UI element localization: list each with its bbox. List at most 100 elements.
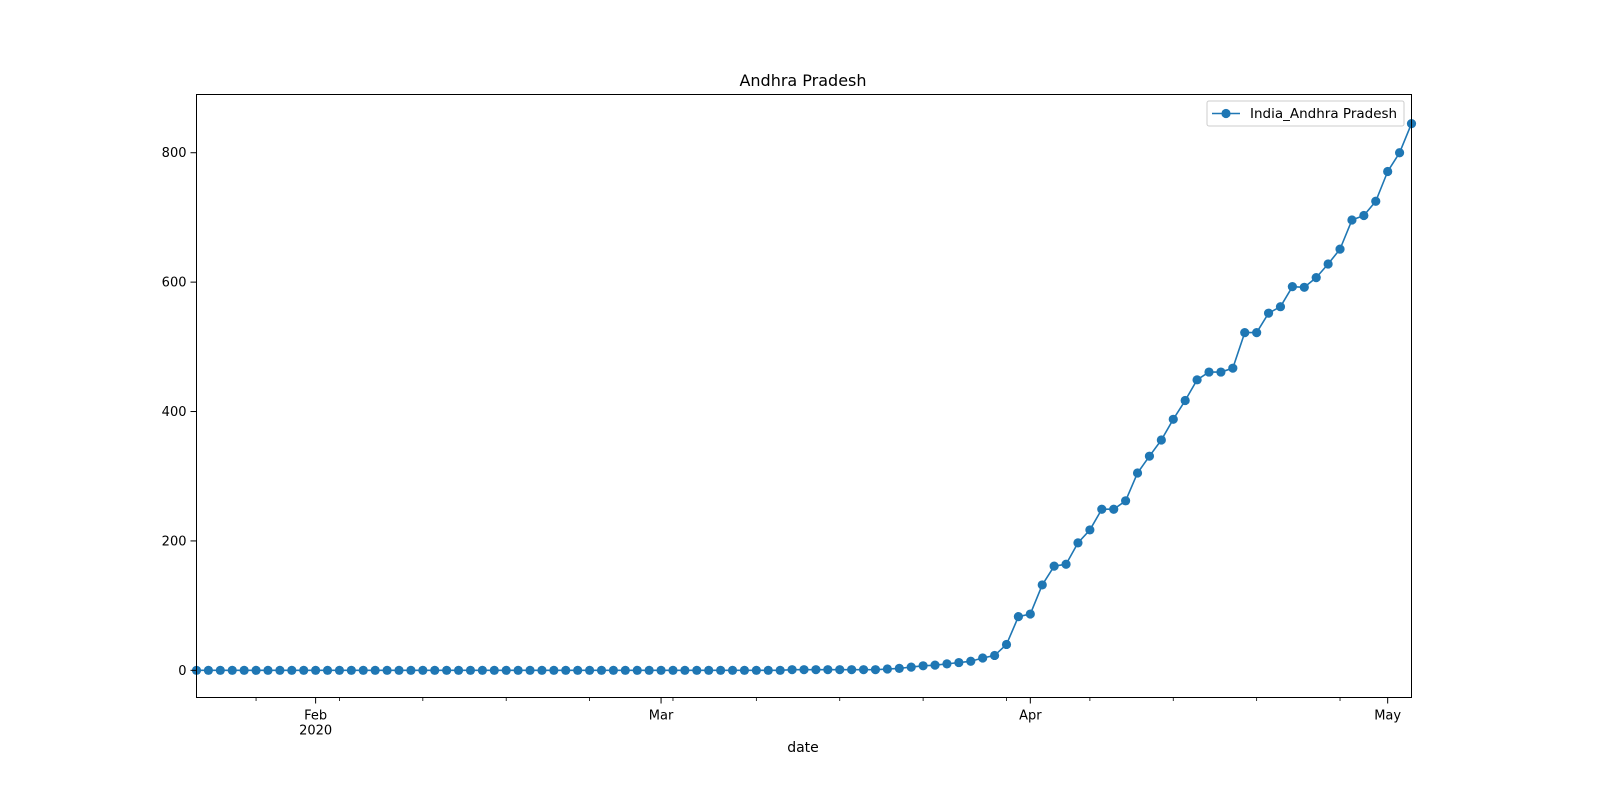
data-point bbox=[203, 665, 214, 675]
data-point bbox=[418, 665, 428, 675]
legend-marker-sample bbox=[1221, 108, 1231, 119]
data-point bbox=[799, 665, 809, 675]
data-point bbox=[370, 665, 380, 675]
data-point bbox=[692, 665, 702, 675]
data-point bbox=[954, 657, 964, 668]
data-point bbox=[775, 665, 785, 675]
data-point bbox=[1216, 367, 1226, 377]
data-point bbox=[1323, 259, 1333, 269]
data-point bbox=[1347, 215, 1357, 225]
data-point bbox=[549, 665, 559, 675]
plot-area bbox=[191, 119, 1417, 675]
data-point bbox=[656, 665, 666, 675]
data-point bbox=[835, 665, 845, 675]
data-point bbox=[870, 665, 881, 675]
data-point bbox=[537, 665, 547, 675]
data-point bbox=[406, 665, 416, 675]
x-tick-label: Feb bbox=[304, 709, 327, 724]
data-point bbox=[751, 665, 761, 675]
chart-title: Andhra Pradesh bbox=[739, 71, 866, 90]
data-point bbox=[787, 665, 797, 675]
data-point bbox=[608, 665, 619, 675]
y-tick-label: 600 bbox=[162, 276, 187, 291]
data-point bbox=[394, 665, 404, 675]
data-point bbox=[632, 665, 642, 675]
series-line bbox=[196, 123, 1413, 672]
data-point bbox=[239, 665, 249, 675]
data-point bbox=[644, 665, 654, 675]
data-point bbox=[989, 650, 1000, 661]
data-point bbox=[1025, 609, 1035, 619]
data-point bbox=[620, 665, 630, 675]
data-point bbox=[847, 665, 857, 675]
data-point bbox=[978, 653, 988, 663]
data-point bbox=[1085, 525, 1095, 535]
data-point bbox=[442, 665, 452, 675]
data-point bbox=[716, 665, 726, 675]
data-point bbox=[227, 665, 237, 675]
legend-entry-label: India_Andhra Pradesh bbox=[1250, 106, 1397, 122]
x-axis-label: date bbox=[787, 740, 819, 756]
y-tick-label: 800 bbox=[162, 146, 187, 161]
data-point bbox=[680, 665, 690, 675]
y-tick-label: 400 bbox=[162, 405, 187, 420]
data-point bbox=[215, 665, 225, 675]
y-tick-label: 200 bbox=[162, 534, 187, 549]
x-tick-label: Apr bbox=[1019, 709, 1042, 724]
data-point bbox=[1252, 327, 1262, 338]
data-point bbox=[489, 665, 499, 675]
x-tick-label: Mar bbox=[649, 709, 674, 724]
data-point bbox=[299, 665, 309, 675]
data-point bbox=[1371, 196, 1381, 206]
data-point bbox=[382, 665, 392, 675]
data-point bbox=[561, 665, 571, 675]
data-point bbox=[1192, 375, 1202, 385]
data-point bbox=[263, 665, 273, 675]
data-point bbox=[882, 664, 892, 674]
data-point bbox=[1299, 282, 1309, 292]
data-point bbox=[1109, 504, 1119, 514]
data-point bbox=[811, 665, 821, 675]
data-point bbox=[1156, 435, 1166, 445]
data-point bbox=[1001, 639, 1012, 650]
data-point bbox=[465, 665, 476, 675]
data-point bbox=[1097, 504, 1107, 514]
data-point bbox=[311, 665, 321, 675]
data-point bbox=[1073, 538, 1083, 548]
data-point bbox=[668, 665, 678, 675]
plot-frame bbox=[196, 94, 1412, 698]
data-point bbox=[739, 665, 750, 675]
data-point bbox=[287, 665, 297, 675]
data-point bbox=[1168, 414, 1178, 424]
data-point bbox=[596, 665, 607, 675]
data-point bbox=[1013, 612, 1024, 622]
data-point bbox=[763, 665, 773, 675]
data-point bbox=[906, 662, 916, 672]
y-axis: 0 200 400 600 800 bbox=[162, 146, 197, 679]
data-point bbox=[453, 665, 464, 675]
y-tick-label: 0 bbox=[178, 664, 186, 679]
legend: India_Andhra Pradesh bbox=[1206, 100, 1405, 127]
data-point bbox=[704, 665, 714, 675]
data-point bbox=[1394, 148, 1405, 158]
data-point bbox=[573, 665, 583, 675]
data-point bbox=[251, 665, 261, 675]
data-point bbox=[918, 661, 928, 671]
data-point bbox=[1311, 273, 1321, 283]
data-point bbox=[1359, 210, 1369, 221]
data-point bbox=[1049, 561, 1059, 571]
data-point bbox=[894, 663, 904, 673]
data-point bbox=[1240, 327, 1250, 338]
data-point bbox=[334, 665, 345, 675]
data-point bbox=[727, 665, 738, 675]
data-point bbox=[1335, 244, 1345, 254]
data-point bbox=[858, 665, 869, 675]
data-point bbox=[1144, 451, 1155, 461]
data-point bbox=[1275, 302, 1286, 312]
data-point bbox=[1061, 559, 1071, 569]
data-point bbox=[513, 665, 523, 675]
data-point bbox=[1204, 367, 1214, 377]
data-point bbox=[358, 665, 368, 675]
data-point bbox=[823, 665, 833, 675]
